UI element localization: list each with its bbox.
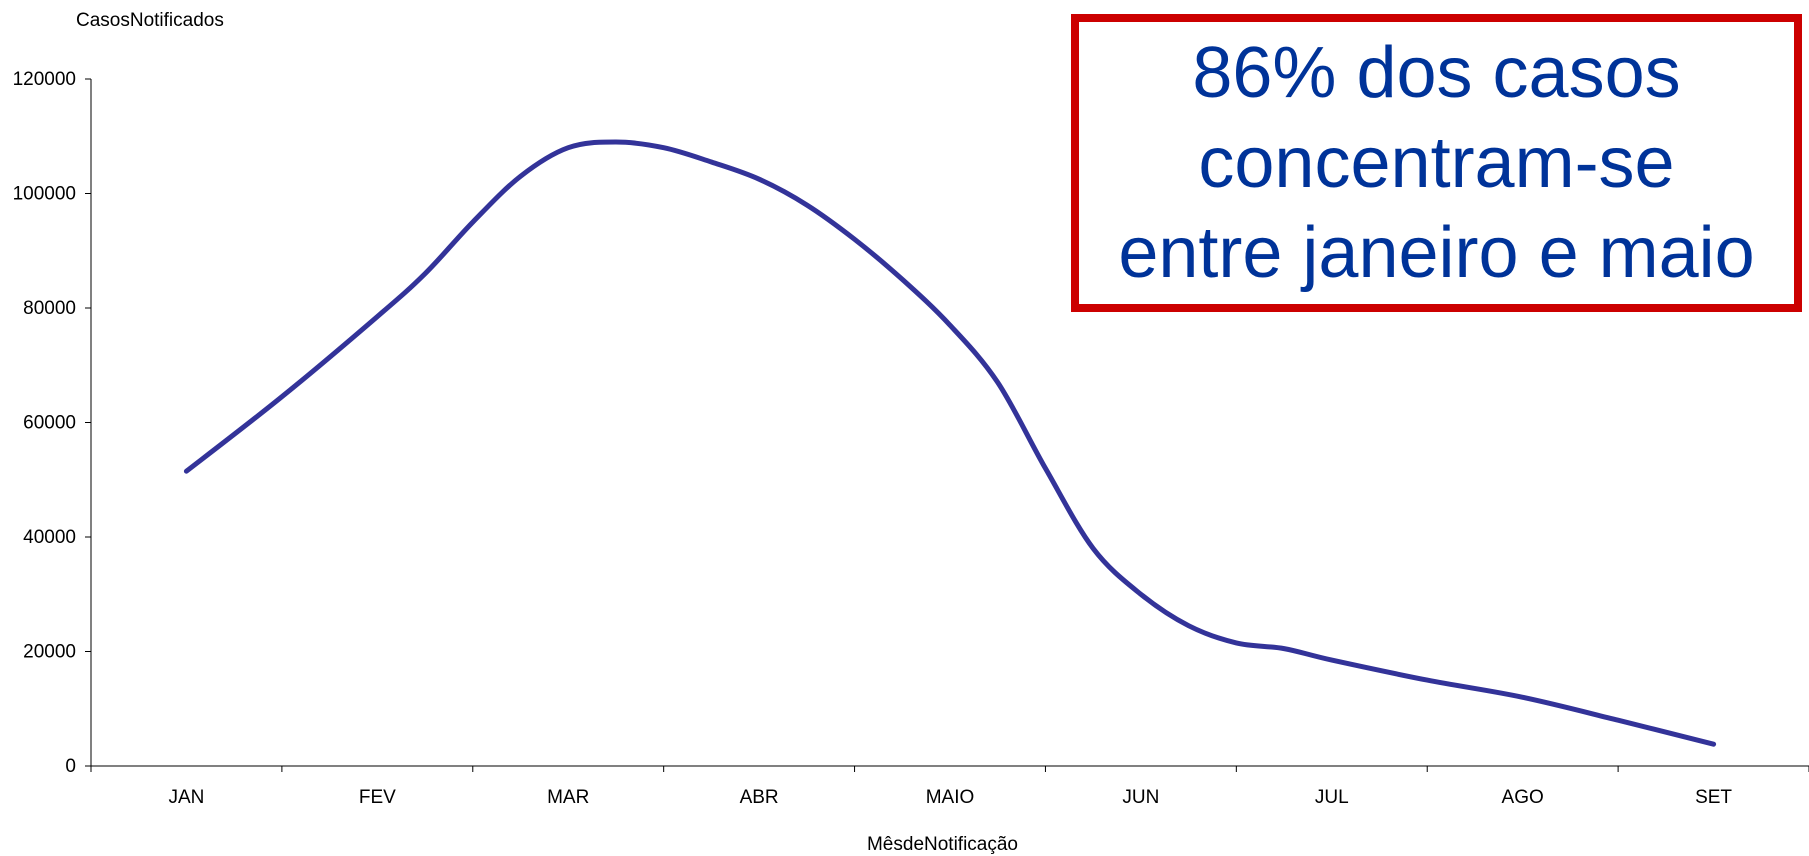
- x-tick-label: MAR: [547, 787, 589, 808]
- y-tick-label: 40000: [23, 527, 76, 548]
- x-tick-label: FEV: [359, 787, 396, 808]
- x-tick-label: MAIO: [926, 787, 975, 808]
- x-tick-label: AGO: [1502, 787, 1544, 808]
- x-tick-label: JAN: [168, 787, 204, 808]
- series-group: [183, 139, 1717, 747]
- annotation-callout-box: 86% dos casos concentram-se entre janeir…: [1071, 14, 1802, 312]
- x-axis-ticks: JAN FEV MAR ABR MAIO JUN JUL AGO SET: [90, 766, 1809, 808]
- y-tick-label: 20000: [23, 642, 76, 663]
- annotation-callout-text: 86% dos casos concentram-se entre janeir…: [1118, 33, 1755, 293]
- x-tick-label: ABR: [740, 787, 779, 808]
- y-tick-label: 60000: [23, 413, 76, 434]
- x-axis-title: MêsdeNotificação: [866, 834, 1019, 855]
- y-axis-title: CasosNotificados: [76, 10, 224, 31]
- y-tick-label: 80000: [23, 298, 76, 319]
- x-tick-label: JUL: [1315, 787, 1349, 808]
- y-tick-label: 0: [65, 756, 76, 777]
- x-tick-label: JUN: [1122, 787, 1159, 808]
- x-tick-label: SET: [1695, 787, 1732, 808]
- y-tick-label: 100000: [13, 184, 76, 205]
- y-tick-label: 120000: [13, 69, 76, 90]
- series-line-casos: [183, 139, 1717, 747]
- y-axis-ticks: 0 20000 40000 60000 80000 100000 120000: [13, 69, 91, 777]
